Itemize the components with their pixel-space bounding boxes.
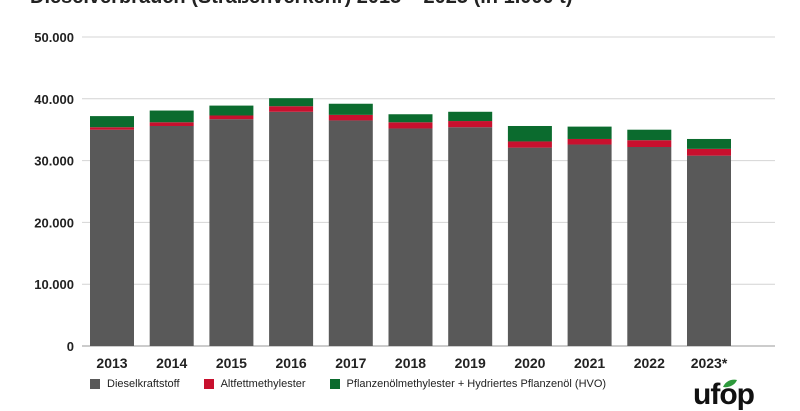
bar-2015-series-1 <box>209 115 254 120</box>
bar-2023-series-2 <box>687 138 731 149</box>
bar-2015-series-0 <box>209 119 254 346</box>
bar-2013-series-1 <box>90 127 134 130</box>
x-tick-label: 2023* <box>691 355 728 371</box>
bar-2020-series-2 <box>507 125 552 142</box>
x-tick-label: 2020 <box>514 355 545 371</box>
bar-2022-series-1 <box>627 140 672 148</box>
legend-label-pflanzenoel: Pflanzenölmethylester + Hydriertes Pflan… <box>346 378 607 390</box>
bar-2015-series-2 <box>209 105 254 116</box>
bar-2023-series-1 <box>687 148 731 156</box>
chart-title: Dieselverbrauch (Straßenverkehr) 2013 – … <box>30 0 573 9</box>
y-tick-label: 20.000 <box>34 215 74 230</box>
bar-2018-series-2 <box>388 114 433 123</box>
bar-2016-series-2 <box>269 98 314 107</box>
y-tick-label: 30.000 <box>34 154 74 169</box>
bar-2019-series-2 <box>448 111 493 122</box>
bar-2017-series-0 <box>328 120 373 347</box>
legend-item-pflanzenoel: Pflanzenölmethylester + Hydriertes Pflan… <box>329 378 607 390</box>
legend: Dieselkraftstoff Altfettmethylester Pfla… <box>90 378 630 390</box>
y-tick-label: 50.000 <box>34 30 74 45</box>
bar-2018-series-1 <box>388 122 433 129</box>
axis-labels: 0 10.000 20.000 30.000 40.000 50.000 2013 2014 2… <box>34 30 728 371</box>
legend-swatch-altfett <box>203 379 214 389</box>
x-tick-label: 2016 <box>276 355 307 371</box>
x-tick-label: 2022 <box>634 355 665 371</box>
x-tick-label: 2018 <box>395 355 426 371</box>
bar-2019-series-0 <box>448 127 493 346</box>
bar-2021-series-2 <box>567 126 612 139</box>
x-tick-label: 2015 <box>216 355 247 371</box>
bar-2014-series-0 <box>149 125 194 346</box>
legend-swatch-diesel <box>90 379 100 389</box>
legend-item-diesel: Dieselkraftstoff <box>90 378 180 390</box>
stacked-bar-chart: 0 10.000 20.000 30.000 40.000 50.000 2013 2014 2… <box>34 30 775 371</box>
y-tick-label: 40.000 <box>34 92 74 107</box>
bar-2018-series-0 <box>388 128 433 346</box>
leaf-icon <box>723 379 737 388</box>
bar-2014-series-1 <box>149 122 194 126</box>
bars <box>90 98 731 347</box>
legend-swatch-pflanzenoel <box>329 379 340 389</box>
x-tick-label: 2017 <box>335 355 366 371</box>
bar-2021-series-1 <box>567 138 612 145</box>
x-tick-label: 2021 <box>574 355 605 371</box>
legend-label-diesel: Dieselkraftstoff <box>107 378 180 390</box>
x-tick-label: 2014 <box>156 355 187 371</box>
bar-2020-series-0 <box>507 147 552 346</box>
legend-item-altfett: Altfettmethylester <box>203 378 306 390</box>
y-tick-label: 10.000 <box>34 277 74 292</box>
bar-2014-series-2 <box>149 110 194 123</box>
bar-2016-series-1 <box>269 106 314 112</box>
bar-2023-series-0 <box>687 155 731 346</box>
x-tick-label: 2019 <box>455 355 486 371</box>
bar-2019-series-1 <box>448 121 493 128</box>
bar-2017-series-2 <box>328 103 373 115</box>
x-tick-label: 2013 <box>96 355 127 371</box>
bar-2021-series-0 <box>567 144 612 346</box>
bar-2022-series-0 <box>627 147 672 346</box>
bar-2022-series-2 <box>627 129 672 141</box>
bar-2020-series-1 <box>507 141 552 148</box>
y-tick-label: 0 <box>67 339 74 354</box>
bar-2013-series-2 <box>90 116 134 128</box>
bar-2016-series-0 <box>269 111 314 346</box>
legend-label-altfett: Altfettmethylester <box>220 378 306 390</box>
bar-2013-series-0 <box>90 129 134 346</box>
bar-2017-series-1 <box>328 114 373 121</box>
